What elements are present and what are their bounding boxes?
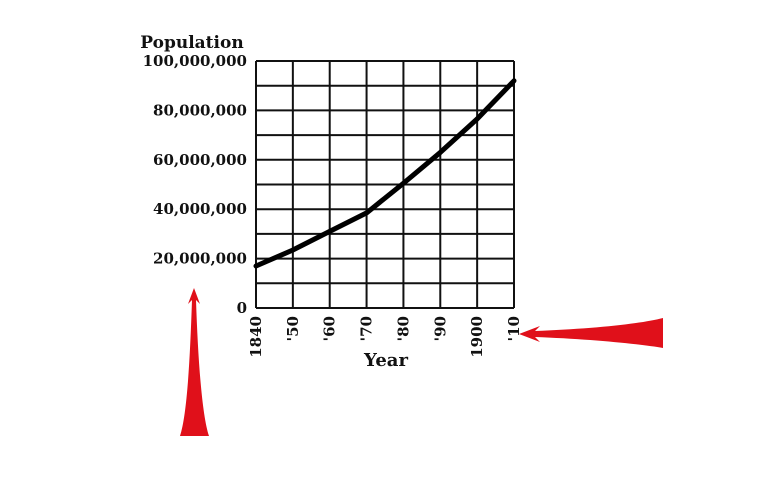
x-tick-label: '50	[284, 316, 302, 341]
red-arrow-up-icon	[180, 288, 209, 436]
y-tick-label: 20,000,000	[153, 250, 247, 268]
population-line	[253, 78, 517, 269]
y-tick-label: 0	[237, 299, 247, 317]
red-arrow-left-icon	[519, 318, 663, 348]
x-tick-label: '80	[394, 316, 412, 341]
y-tick-label: 60,000,000	[153, 151, 247, 169]
chart-grid	[255, 60, 515, 309]
x-tick-label: '10	[505, 316, 523, 341]
x-axis-label: Year	[363, 350, 408, 371]
x-tick-label: 1900	[468, 316, 486, 358]
x-tick-label: 1840	[247, 316, 265, 358]
x-tick-label: '60	[321, 316, 339, 341]
y-tick-label: 40,000,000	[153, 200, 247, 218]
x-tick-label: '70	[358, 316, 376, 341]
x-tick-labels: 1840 '50 '60 '70 '80 '90 1900 '10	[247, 316, 523, 358]
x-tick-label: '90	[431, 316, 449, 341]
y-tick-label: 80,000,000	[153, 101, 247, 119]
y-tick-labels: 0 20,000,000 40,000,000 60,000,000 80,000,00…	[143, 52, 247, 317]
y-axis-label: Population	[140, 33, 243, 53]
y-tick-label: 100,000,000	[143, 52, 247, 70]
